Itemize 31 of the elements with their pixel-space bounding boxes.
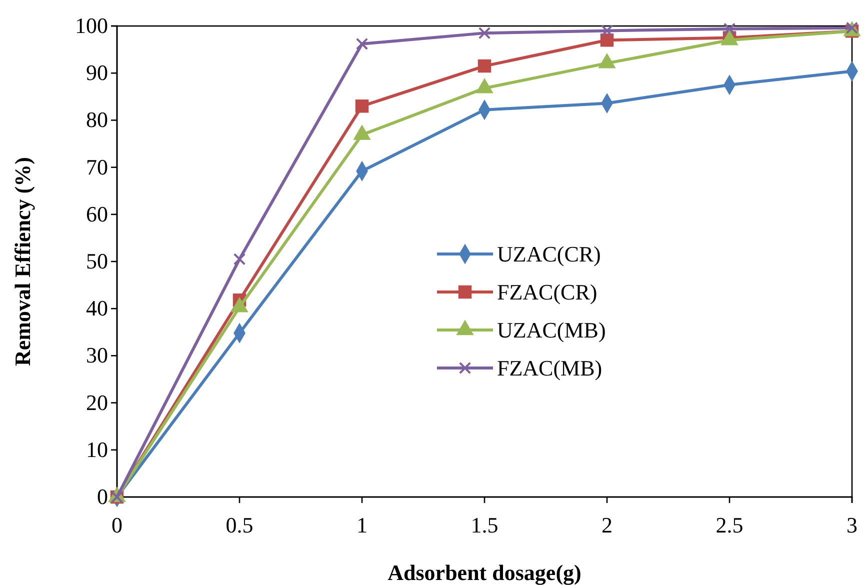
legend-label: UZAC(CR) [497, 242, 601, 267]
legend-label: FZAC(CR) [497, 280, 598, 305]
y-tick-label: 40 [86, 296, 108, 321]
y-tick-label: 60 [86, 201, 108, 226]
legend-label: FZAC(MB) [497, 356, 602, 381]
y-tick-label: 80 [86, 107, 108, 132]
y-tick-label: 20 [86, 390, 108, 415]
point [356, 38, 368, 50]
point [723, 22, 736, 35]
x-axis-title: Adsorbent dosage(g) [388, 560, 582, 585]
x-tick-label: 0.5 [226, 512, 254, 538]
point [600, 24, 614, 37]
y-tick-label: 70 [86, 154, 108, 180]
y-tick-label: 0 [97, 484, 108, 510]
y-tick-label: 10 [86, 436, 108, 462]
x-tick-label: 2 [602, 512, 612, 538]
point [600, 34, 614, 47]
point [478, 59, 492, 73]
x-tick-label: 3 [846, 512, 858, 538]
point [233, 253, 246, 266]
x-tick-label: 1.5 [470, 512, 498, 538]
point [478, 26, 491, 40]
legend-label: UZAC(MB) [497, 318, 606, 343]
x-tick-label: 1 [356, 512, 368, 538]
y-tick-label: 90 [86, 60, 108, 86]
y-tick-label: 100 [75, 13, 108, 38]
y-tick-label: 30 [86, 342, 108, 368]
point [355, 99, 369, 113]
y-tick-label: 50 [86, 248, 108, 274]
x-tick-label: 2.5 [716, 512, 744, 538]
y-axis-title: Removal Effiency (%) [10, 157, 35, 366]
